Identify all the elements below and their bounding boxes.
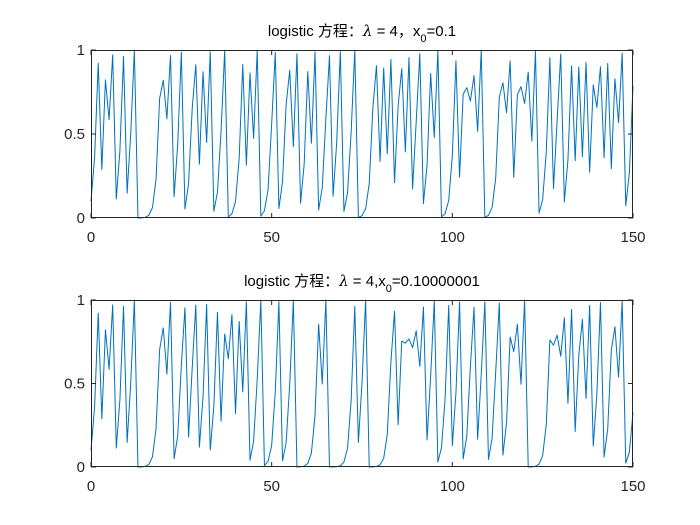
x-tick-label: 0: [87, 229, 95, 246]
title-mid: = 4，x: [372, 23, 420, 40]
title-mid: = 4,x: [349, 273, 387, 290]
y-tick-label: 1: [77, 42, 85, 59]
y-tick-label: 1: [77, 292, 85, 309]
x-tick-label: 100: [440, 478, 465, 495]
x-tick-label: 50: [263, 229, 280, 246]
title-lambda: λ: [338, 272, 349, 290]
chart-title: logistic 方程：λ = 4，x0=0.1: [268, 22, 456, 45]
title-suffix: =0.10000001: [392, 273, 480, 290]
title-subscript: 0: [420, 33, 426, 45]
plot-area: [91, 50, 633, 218]
y-tick-label: 0: [77, 210, 85, 227]
series-line: [90, 299, 634, 468]
x-tick-label: 150: [620, 478, 645, 495]
y-tick-label: 0.5: [64, 126, 85, 143]
y-tick-label: 0.5: [64, 376, 85, 393]
title-lambda: λ: [362, 22, 373, 40]
title-prefix: logistic 方程：: [244, 273, 339, 290]
title-suffix: =0.1: [426, 23, 456, 40]
series-line: [90, 49, 634, 219]
y-tick-label: 0: [77, 459, 85, 476]
x-tick-label: 100: [440, 229, 465, 246]
x-tick-label: 0: [87, 478, 95, 495]
x-tick-label: 150: [620, 229, 645, 246]
title-prefix: logistic 方程：: [268, 23, 363, 40]
chart-title: logistic 方程：λ = 4,x0=0.10000001: [244, 272, 480, 295]
title-subscript: 0: [386, 283, 392, 295]
x-tick-label: 50: [263, 478, 280, 495]
